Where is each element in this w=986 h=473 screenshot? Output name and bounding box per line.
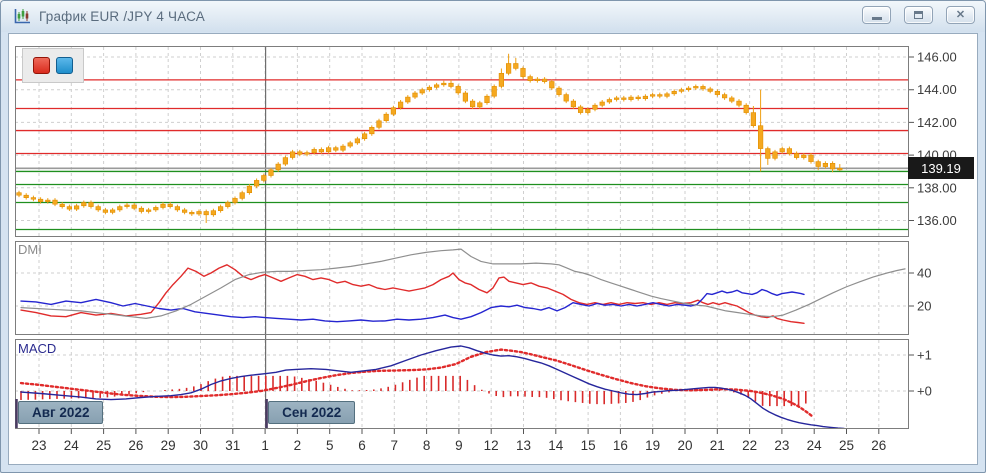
window-controls: ✕ [862, 6, 975, 24]
date-tick-label: 6 [358, 438, 366, 453]
date-tick-label: 24 [807, 438, 823, 453]
date-axis [15, 399, 880, 434]
candlestick-chart-icon [13, 8, 31, 25]
date-tick-label: 7 [391, 438, 399, 453]
close-icon: ✕ [955, 8, 966, 21]
date-tick-label: 9 [455, 438, 463, 453]
maximize-icon [914, 11, 923, 19]
minimize-icon [871, 17, 882, 20]
date-tick-label: 15 [581, 438, 596, 453]
date-tick-label: 12 [484, 438, 499, 453]
date-tick-label: 23 [31, 438, 46, 453]
date-tick-label: 22 [742, 438, 757, 453]
price-tick-label: 136.00 [917, 213, 957, 228]
price-tick-label: 138.00 [917, 180, 957, 195]
date-tick-label: 23 [774, 438, 789, 453]
date-tick-label: 21 [710, 438, 725, 453]
date-tick-label: 24 [64, 438, 80, 453]
minimize-button[interactable] [862, 6, 891, 24]
date-tick-label: 25 [839, 438, 854, 453]
close-button[interactable]: ✕ [946, 6, 975, 24]
date-tick-label: 20 [677, 438, 692, 453]
buy-button[interactable] [56, 57, 73, 74]
month-label-sep: Сен 2022 [268, 401, 356, 424]
macd-tick-label: +0 [917, 384, 932, 399]
date-tick-label: 30 [193, 438, 208, 453]
date-tick-label: 14 [548, 438, 564, 453]
dmi-panel-label: DMI [18, 242, 42, 257]
maximize-button[interactable] [904, 6, 933, 24]
dmi-lines [20, 248, 906, 324]
gridlines [15, 46, 909, 429]
price-axis [909, 56, 914, 392]
date-tick-label: 29 [161, 438, 176, 453]
price-levels [15, 79, 909, 231]
date-tick-label: 13 [516, 438, 531, 453]
window-title: График EUR /JPY 4 ЧАСА [39, 9, 205, 24]
month-label-aug: Авг 2022 [18, 401, 104, 424]
date-tick-label: 8 [423, 438, 431, 453]
chart-toolbar [22, 48, 84, 83]
date-tick-label: 25 [96, 438, 111, 453]
price-tick-label: 144.00 [917, 82, 957, 97]
date-tick-label: 2 [294, 438, 302, 453]
macd-lines [19, 345, 845, 429]
date-tick-label: 31 [225, 438, 240, 453]
price-tick-label: 146.00 [917, 50, 957, 65]
current-price-tag: 139.19 [908, 157, 974, 179]
date-tick-label: 16 [613, 438, 628, 453]
titlebar[interactable]: График EUR /JPY 4 ЧАСА ✕ [1, 1, 985, 32]
date-tick-label: 19 [645, 438, 660, 453]
price-tick-label: 142.00 [917, 115, 957, 130]
dmi-tick-label: 40 [917, 266, 931, 281]
date-tick-label: 5 [326, 438, 334, 453]
macd-panel-label: MACD [18, 341, 57, 356]
macd-tick-label: +1 [917, 348, 932, 363]
sell-button[interactable] [33, 57, 50, 74]
date-tick-label: 26 [128, 438, 143, 453]
candlesticks [16, 53, 843, 223]
date-tick-label: 26 [871, 438, 886, 453]
dmi-tick-label: 20 [917, 299, 931, 314]
date-tick-label: 1 [261, 438, 269, 453]
chart-content-area [8, 33, 978, 465]
panel-borders [15, 46, 909, 429]
